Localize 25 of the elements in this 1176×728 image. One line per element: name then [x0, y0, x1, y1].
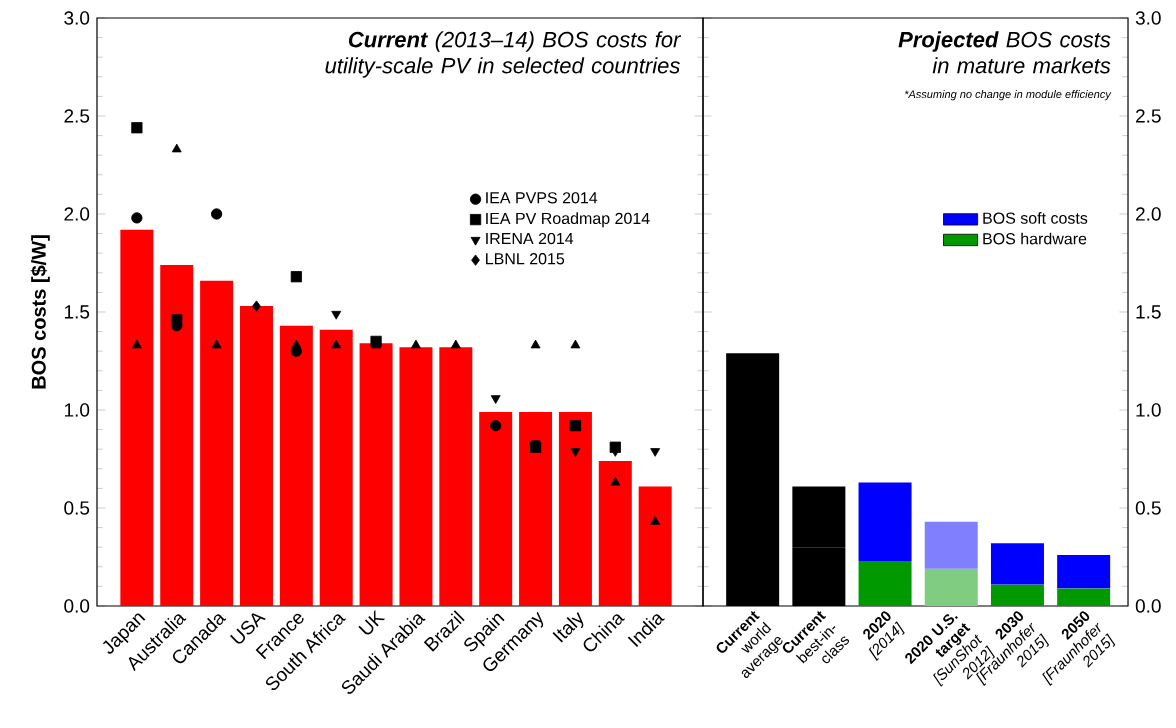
- y-tick-label: 0.0: [1135, 599, 1161, 613]
- y-tick-label: 1.0: [64, 403, 90, 417]
- y-tick-label: 1.0: [1136, 403, 1161, 417]
- y-tick-label: 3.0: [64, 11, 90, 25]
- y-tick-label: 2.0: [1136, 207, 1161, 221]
- y-tick-label: 2.5: [1136, 109, 1161, 123]
- text: Current (2013–14) BOS costs for utility-scale PV in selected countries: [325, 31, 682, 78]
- legend-label: IEA PV Roadmap 2014: [486, 212, 650, 228]
- y-tick-label: 1.5: [64, 305, 90, 319]
- x-tick-label: Italy: [552, 612, 584, 643]
- text: *Assuming no change in module efficiency: [904, 90, 1112, 101]
- legend-label: IEA PVPS 2014: [486, 192, 598, 204]
- y-tick-label: 2.0: [64, 207, 90, 221]
- y-tick-label: 1.5: [1136, 305, 1161, 319]
- y-tick-label: 2.5: [64, 109, 90, 123]
- y-tick-label: 0.5: [64, 501, 90, 515]
- y-tick-label: 0.0: [64, 599, 90, 613]
- y-tick-label: 0.5: [1135, 501, 1161, 515]
- y-axis-title: BOS costs [$/W]: [30, 235, 50, 389]
- legend-label: BOS soft costs: [983, 212, 1088, 224]
- text: Projected BOS costs in mature markets: [898, 31, 1111, 74]
- legend-label: IRENA 2014: [486, 232, 574, 245]
- legend-label: BOS hardware: [983, 232, 1087, 245]
- legend-label: LBNL 2015: [486, 253, 565, 265]
- y-tick-label: 3.0: [1135, 11, 1161, 25]
